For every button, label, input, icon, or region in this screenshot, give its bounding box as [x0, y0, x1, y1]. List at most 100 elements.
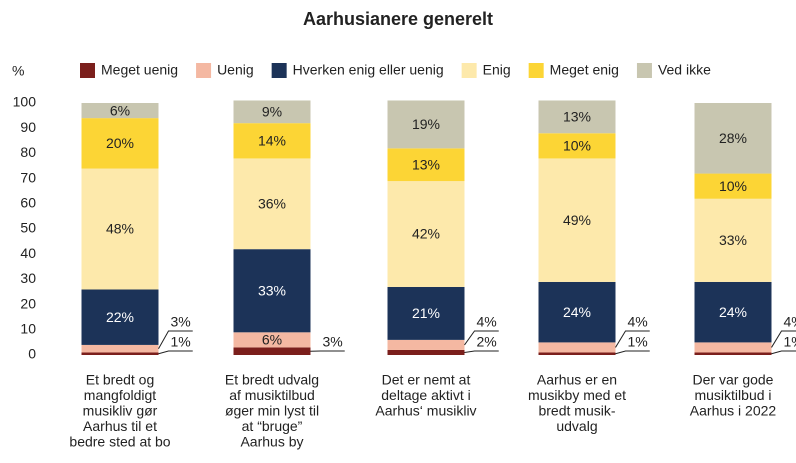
value-label: 36% — [258, 196, 286, 212]
leader-line — [615, 330, 650, 348]
value-label: 4% — [477, 314, 497, 330]
value-label: 2% — [477, 334, 497, 350]
x-tick-label: musiktilbud i — [694, 387, 771, 403]
legend-swatch — [196, 63, 212, 78]
bar-segment — [538, 100, 616, 134]
legend-swatch — [271, 63, 287, 78]
legend-label: Uenig — [217, 62, 254, 78]
value-label: 13% — [412, 156, 440, 172]
x-tick-label: bredt musik- — [538, 403, 615, 419]
value-label: 1% — [171, 334, 191, 350]
bar-segment — [81, 344, 159, 353]
x-tick-label: at “bruge” — [242, 418, 303, 434]
value-label: 24% — [563, 304, 591, 320]
bar-segment — [694, 342, 772, 353]
x-tick-label: udvalg — [556, 418, 597, 434]
x-tick-label: Aarhus‘ musikliv — [375, 403, 476, 419]
bar-segment — [81, 289, 159, 345]
x-tick-label: bedre sted at bo — [69, 434, 170, 450]
bar-segment — [387, 349, 465, 355]
legend-swatch — [528, 63, 544, 78]
x-tick-label: Et bredt og — [86, 372, 155, 388]
x-tick-label: Aarhus i 2022 — [690, 403, 777, 419]
bar-segment — [81, 352, 159, 355]
value-label: 21% — [412, 305, 440, 321]
x-tick-label: deltage aktivt i — [381, 387, 471, 403]
bar-segment — [538, 133, 616, 159]
bar-segment — [81, 103, 159, 119]
value-label: 13% — [563, 109, 591, 125]
leader-line — [464, 330, 499, 346]
leader-line — [158, 350, 193, 355]
y-tick-label: 30 — [20, 270, 36, 286]
bar-segment — [81, 168, 159, 290]
y-tick-label: 10 — [20, 321, 36, 337]
value-label: 1% — [628, 334, 648, 350]
x-tick-label: musikby med et — [528, 387, 626, 403]
value-label: 24% — [719, 304, 747, 320]
y-tick-label: 60 — [20, 195, 36, 211]
value-label: 49% — [563, 212, 591, 228]
legend-label: Ved ikke — [658, 62, 711, 78]
x-tick-label: af musiktilbud — [229, 387, 315, 403]
x-tick-label: musikliv gør — [83, 403, 158, 419]
chart-title: Aarhusianere generelt — [303, 9, 493, 29]
value-label: 4% — [628, 314, 648, 330]
bar-segment — [387, 339, 465, 350]
value-label: 42% — [412, 226, 440, 242]
bar-segment — [694, 173, 772, 199]
y-axis-label: % — [12, 63, 24, 79]
value-label: 20% — [106, 135, 134, 151]
y-tick-label: 50 — [20, 220, 36, 236]
value-label: 6% — [110, 102, 130, 118]
bar-segment — [538, 352, 616, 355]
bar-segment — [387, 181, 465, 287]
value-label: 19% — [412, 116, 440, 132]
bar-segment — [233, 332, 311, 348]
value-label: 48% — [106, 221, 134, 237]
legend-label: Meget enig — [550, 62, 619, 78]
value-label: 28% — [719, 130, 747, 146]
y-tick-label: 20 — [20, 295, 36, 311]
x-tick-label: Aarhus by — [240, 434, 303, 450]
y-tick-label: 0 — [28, 346, 36, 362]
legend-swatch — [461, 63, 477, 78]
value-label: 4% — [784, 314, 796, 330]
bar-segment — [694, 103, 772, 174]
x-tick-label: Det er nemt at — [382, 372, 471, 388]
leader-line — [615, 350, 650, 355]
bar-segment — [233, 347, 311, 355]
bar-segment — [538, 342, 616, 353]
bar-segment — [81, 118, 159, 169]
x-tick-label: Der var gode — [693, 372, 774, 388]
legend-label: Hverken enig eller uenig — [293, 62, 444, 78]
bar-segment — [538, 281, 616, 343]
value-label: 10% — [719, 178, 747, 194]
bar-segment — [387, 286, 465, 340]
x-tick-label: Aarhus til et — [83, 418, 157, 434]
y-tick-label: 80 — [20, 144, 36, 160]
bar-segment — [233, 100, 311, 124]
value-label: 9% — [262, 104, 282, 120]
x-tick-label: mangfoldigt — [84, 387, 156, 403]
x-tick-label: øger min lyst til — [225, 403, 319, 419]
bar-segment — [538, 158, 616, 282]
y-tick-label: 90 — [20, 119, 36, 135]
leader-line — [158, 330, 193, 349]
x-tick-label: Aarhus er en — [537, 372, 617, 388]
bar-segment — [387, 100, 465, 149]
value-label: 3% — [171, 314, 191, 330]
legend-label: Meget uenig — [101, 62, 178, 78]
x-tick-label: Et bredt udvalg — [225, 372, 319, 388]
bar-segment — [694, 352, 772, 355]
y-tick-label: 100 — [13, 94, 37, 110]
value-label: 3% — [323, 334, 343, 350]
bar-segment — [387, 148, 465, 182]
value-label: 22% — [106, 309, 134, 325]
legend-swatch — [80, 63, 95, 78]
leader-line — [771, 330, 796, 348]
legend-label: Enig — [483, 62, 511, 78]
bar-segment — [694, 281, 772, 343]
bar-segment — [233, 158, 311, 250]
